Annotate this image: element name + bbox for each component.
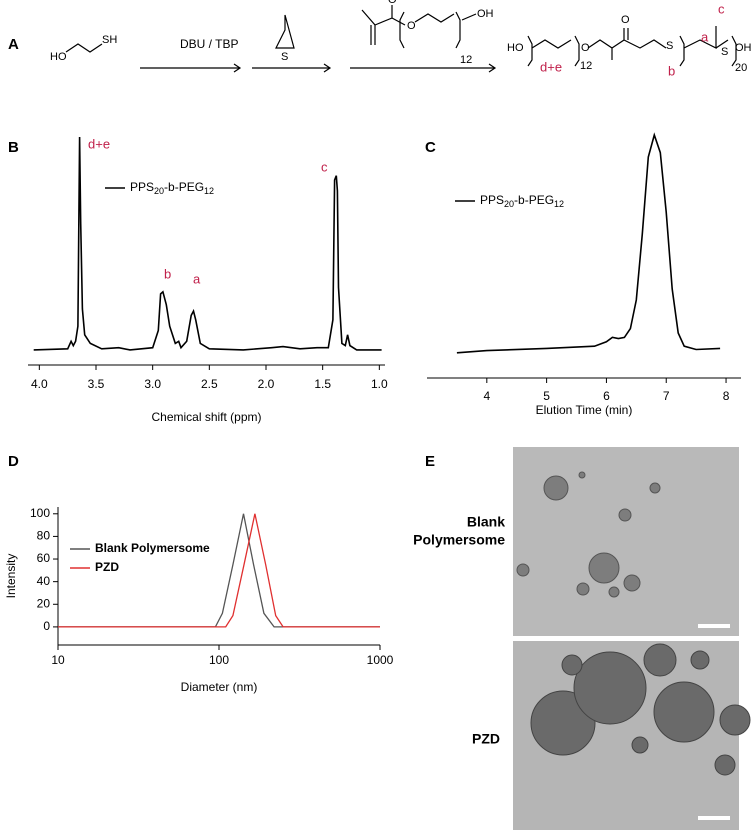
arrow [350, 63, 497, 73]
y-tick-label: 0 [43, 619, 50, 633]
x-tick-label: 2.5 [201, 377, 218, 391]
x-tick-label: 100 [209, 653, 229, 667]
x-tick-label: 1000 [367, 653, 394, 667]
data-line [58, 513, 380, 628]
peak-label: d+e [88, 136, 110, 151]
arrow [252, 63, 332, 73]
scale-bar [698, 624, 730, 628]
chem-label: b [668, 63, 675, 78]
arrow [140, 63, 242, 73]
x-tick-label: 3.0 [144, 377, 161, 391]
peak-label: b [164, 266, 171, 281]
tem-image [513, 447, 739, 636]
reagent: DBU / TBP [180, 37, 238, 51]
x-tick-label: 1.5 [314, 377, 331, 391]
particles [530, 643, 751, 776]
data-line [33, 136, 382, 351]
tem-label: Polymersome [413, 532, 505, 548]
bond [527, 28, 667, 67]
chem-label: 20 [735, 62, 747, 74]
chem-label: HO [507, 42, 524, 54]
x-tick-label: 5 [543, 389, 550, 403]
tem-label: PZD [472, 731, 500, 747]
x-tick-label: 10 [51, 653, 65, 667]
bond [399, 11, 477, 49]
chem-label: O [407, 20, 416, 32]
chem-label: a [701, 29, 709, 44]
panel-label: C [425, 139, 436, 156]
bond [679, 26, 737, 67]
chem-label: O [621, 14, 630, 26]
chem-label: 12 [580, 60, 592, 72]
data-line [456, 132, 721, 354]
data-line [58, 513, 380, 628]
legend-label: PPS20-b-PEG12 [480, 193, 564, 209]
scheme: A HO SH DBU / TBP S O O OH 12 HO d+e 12 … [8, 0, 752, 78]
chem-label: S [281, 51, 288, 63]
legend-label: PZD [95, 560, 119, 574]
x-axis-label: Diameter (nm) [181, 680, 258, 694]
chem-label: c [718, 1, 725, 16]
chem-label: O [581, 42, 590, 54]
x-axis-label: Elution Time (min) [536, 403, 633, 417]
x-tick-label: 7 [663, 389, 670, 403]
y-axis-label: Intensity [4, 554, 18, 599]
legend-label: PPS20-b-PEG12 [130, 180, 214, 196]
bond [275, 14, 295, 49]
y-tick-label: 60 [37, 551, 51, 565]
chem-label: S [721, 46, 728, 58]
panel-label: A [8, 36, 19, 53]
panel-label: B [8, 139, 19, 156]
chem-label: HO [50, 51, 67, 63]
y-tick-label: 20 [37, 596, 51, 610]
x-tick-label: 2.0 [258, 377, 275, 391]
particles [516, 471, 661, 598]
chem-label: S [666, 40, 673, 52]
chem-label: OH [735, 42, 752, 54]
scale-bar [698, 816, 730, 820]
bond [361, 5, 406, 45]
x-tick-label: 4 [483, 389, 490, 403]
x-tick-label: 4.0 [31, 377, 48, 391]
peak-label: a [193, 271, 201, 286]
chem-label: 12 [460, 54, 472, 66]
x-tick-label: 8 [723, 389, 730, 403]
tem-panel: E Blank Polymersome PZD [413, 447, 751, 830]
x-axis-label: Chemical shift (ppm) [151, 410, 261, 424]
chem-label: d+e [540, 59, 562, 74]
legend-label: Blank Polymersome [95, 541, 210, 555]
bond [65, 43, 103, 53]
y-tick-label: 40 [37, 574, 51, 588]
y-tick-label: 80 [37, 529, 51, 543]
y-tick-label: 100 [30, 506, 50, 520]
peak-label: c [321, 159, 328, 174]
chem-label: O [388, 0, 397, 6]
chem-label: SH [102, 34, 117, 46]
tem-label: Blank [467, 514, 505, 530]
panel-label: D [8, 453, 19, 470]
x-tick-label: 1.0 [371, 377, 388, 391]
x-tick-label: 3.5 [88, 377, 105, 391]
x-tick-label: 6 [603, 389, 610, 403]
chem-label: OH [477, 8, 494, 20]
panel-label: E [425, 453, 435, 470]
